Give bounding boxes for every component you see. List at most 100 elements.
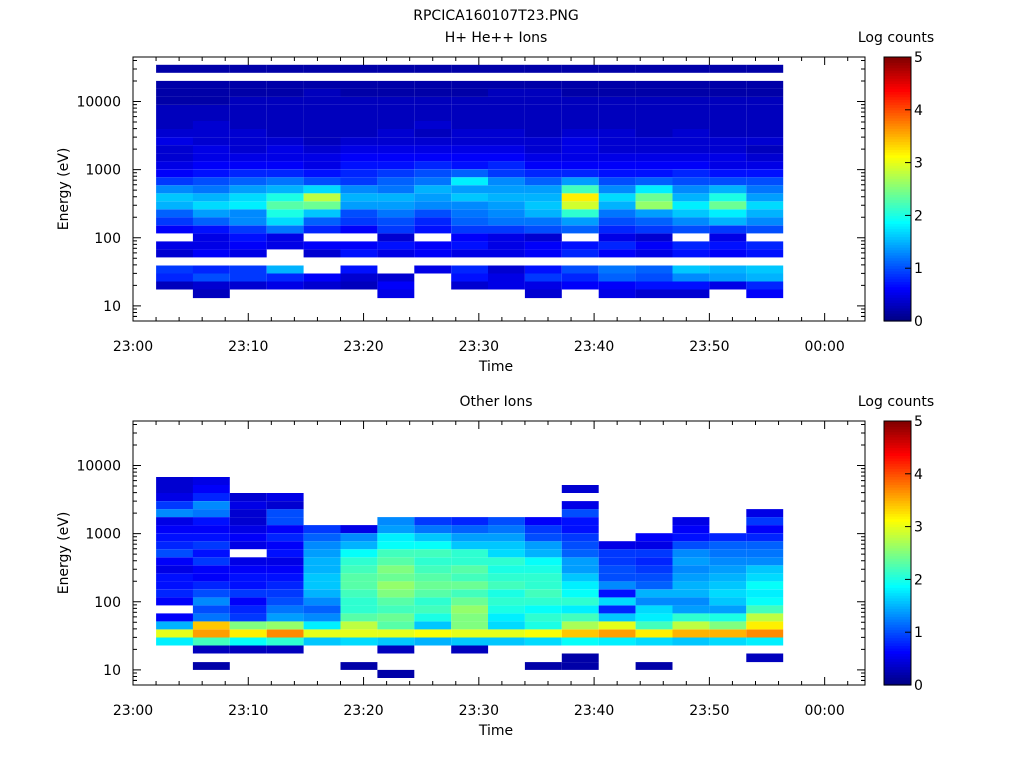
colorbar-swatch	[884, 523, 911, 528]
heatmap-cell	[266, 613, 304, 622]
heatmap-cell	[746, 605, 784, 614]
heatmap-cell	[524, 565, 562, 574]
heatmap-cell	[524, 605, 562, 614]
heatmap-cell	[266, 629, 304, 638]
heatmap-cell	[414, 249, 452, 258]
colorbar-tick-label: 5	[914, 414, 923, 430]
colorbar-swatch	[884, 315, 911, 319]
heatmap-cell	[561, 145, 599, 154]
heatmap-cell	[266, 509, 304, 518]
x-tick-label: 23:00	[113, 703, 153, 719]
heatmap-cell	[451, 265, 489, 274]
heatmap-cell	[524, 153, 562, 162]
heatmap-cell	[156, 573, 193, 582]
heatmap-cell	[524, 629, 562, 638]
heatmap-cell	[377, 669, 415, 678]
heatmap-cell	[266, 193, 304, 202]
heatmap-cell	[598, 281, 636, 290]
colorbar-tick-label: 2	[914, 572, 923, 588]
colorbar-swatch	[884, 78, 911, 82]
heatmap-cell	[266, 597, 304, 606]
heatmap-cell	[229, 225, 267, 234]
colorbar-swatch	[884, 225, 911, 230]
colorbar-swatch	[884, 223, 911, 227]
heatmap-cell	[488, 88, 525, 97]
heatmap-cell	[156, 88, 193, 97]
heatmap-cell	[451, 64, 489, 73]
heatmap-cell	[414, 161, 452, 170]
heatmap-cell	[598, 105, 636, 113]
heatmap-cell	[561, 597, 599, 606]
heatmap-cell	[635, 88, 673, 97]
heatmap-cell	[524, 573, 562, 582]
heatmap-cell	[598, 573, 636, 582]
heatmap-cell	[524, 161, 562, 170]
heatmap-cell	[229, 193, 267, 202]
heatmap-cell	[451, 565, 489, 574]
heatmap-cell	[672, 565, 710, 574]
colorbar-tick-label: 4	[914, 467, 923, 483]
heatmap-cell	[524, 169, 562, 178]
heatmap-cell	[451, 233, 489, 242]
heatmap-cell	[266, 161, 304, 170]
heatmap-cell	[561, 549, 599, 558]
heatmap-cell	[156, 581, 193, 590]
heatmap-cell	[746, 145, 784, 154]
colorbar-swatch	[884, 297, 911, 301]
heatmap-cell	[451, 557, 489, 566]
heatmap-cell	[746, 177, 784, 186]
colorbar-swatch	[884, 531, 911, 536]
heatmap-cell	[192, 249, 230, 258]
heatmap-cell	[229, 501, 267, 510]
heatmap-cell	[340, 96, 378, 105]
heatmap-cell	[192, 80, 230, 89]
heatmap-cell	[746, 105, 784, 113]
heatmap-cell	[524, 249, 562, 258]
heatmap-cell	[524, 193, 562, 202]
heatmap-cell	[709, 145, 747, 154]
heatmap-cell	[746, 88, 784, 97]
heatmap-cell	[266, 129, 304, 137]
heatmap-cell	[709, 565, 747, 574]
heatmap-cell	[561, 201, 599, 210]
heatmap-cell	[377, 80, 415, 89]
heatmap-cell	[156, 177, 193, 186]
heatmap-cell	[340, 241, 378, 250]
colorbar-swatch	[884, 117, 911, 121]
heatmap-cell	[524, 105, 562, 113]
colorbar-swatch	[884, 640, 911, 644]
heatmap-cell	[192, 613, 230, 622]
heatmap-cell	[488, 637, 525, 646]
heatmap-cell	[266, 589, 304, 598]
heatmap-cell	[561, 169, 599, 178]
heatmap-cell	[598, 589, 636, 598]
heatmap-cell	[414, 581, 452, 590]
colorbar-swatch	[884, 175, 911, 180]
colorbar-swatch	[884, 666, 911, 670]
heatmap-cell	[488, 225, 525, 234]
heatmap-cell	[192, 161, 230, 170]
colorbar-swatch	[884, 508, 911, 512]
heatmap-cell	[340, 249, 378, 258]
colorbar-swatch	[884, 194, 911, 198]
heatmap-cell	[229, 185, 267, 194]
heatmap-cell	[524, 533, 562, 542]
heatmap-cell	[598, 273, 636, 282]
heatmap-cell	[598, 249, 636, 258]
colorbar-swatch	[884, 165, 911, 169]
heatmap-cell	[192, 273, 230, 282]
heatmap-cell	[598, 241, 636, 250]
heatmap-cell	[488, 169, 525, 178]
heatmap-cell	[635, 137, 673, 146]
colorbar-swatch	[884, 305, 911, 309]
colorbar-swatch	[884, 252, 911, 256]
heatmap-cell	[451, 121, 489, 129]
heatmap-cell	[635, 621, 673, 630]
heatmap-cell	[635, 597, 673, 606]
heatmap-cell	[488, 581, 525, 590]
colorbar-swatch	[884, 170, 911, 174]
colorbar-swatch	[884, 57, 911, 61]
heatmap-cell	[229, 169, 267, 178]
heatmap-cell	[672, 88, 710, 97]
colorbar-swatch	[884, 439, 911, 443]
